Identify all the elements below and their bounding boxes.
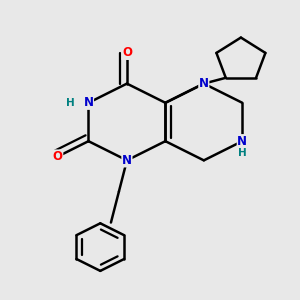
Text: O: O <box>53 150 63 163</box>
Text: N: N <box>122 154 132 167</box>
Text: N: N <box>83 96 94 109</box>
Text: N: N <box>237 135 247 148</box>
Text: H: H <box>238 148 247 158</box>
Text: N: N <box>199 77 209 90</box>
Text: O: O <box>122 46 132 59</box>
Text: H: H <box>66 98 75 108</box>
